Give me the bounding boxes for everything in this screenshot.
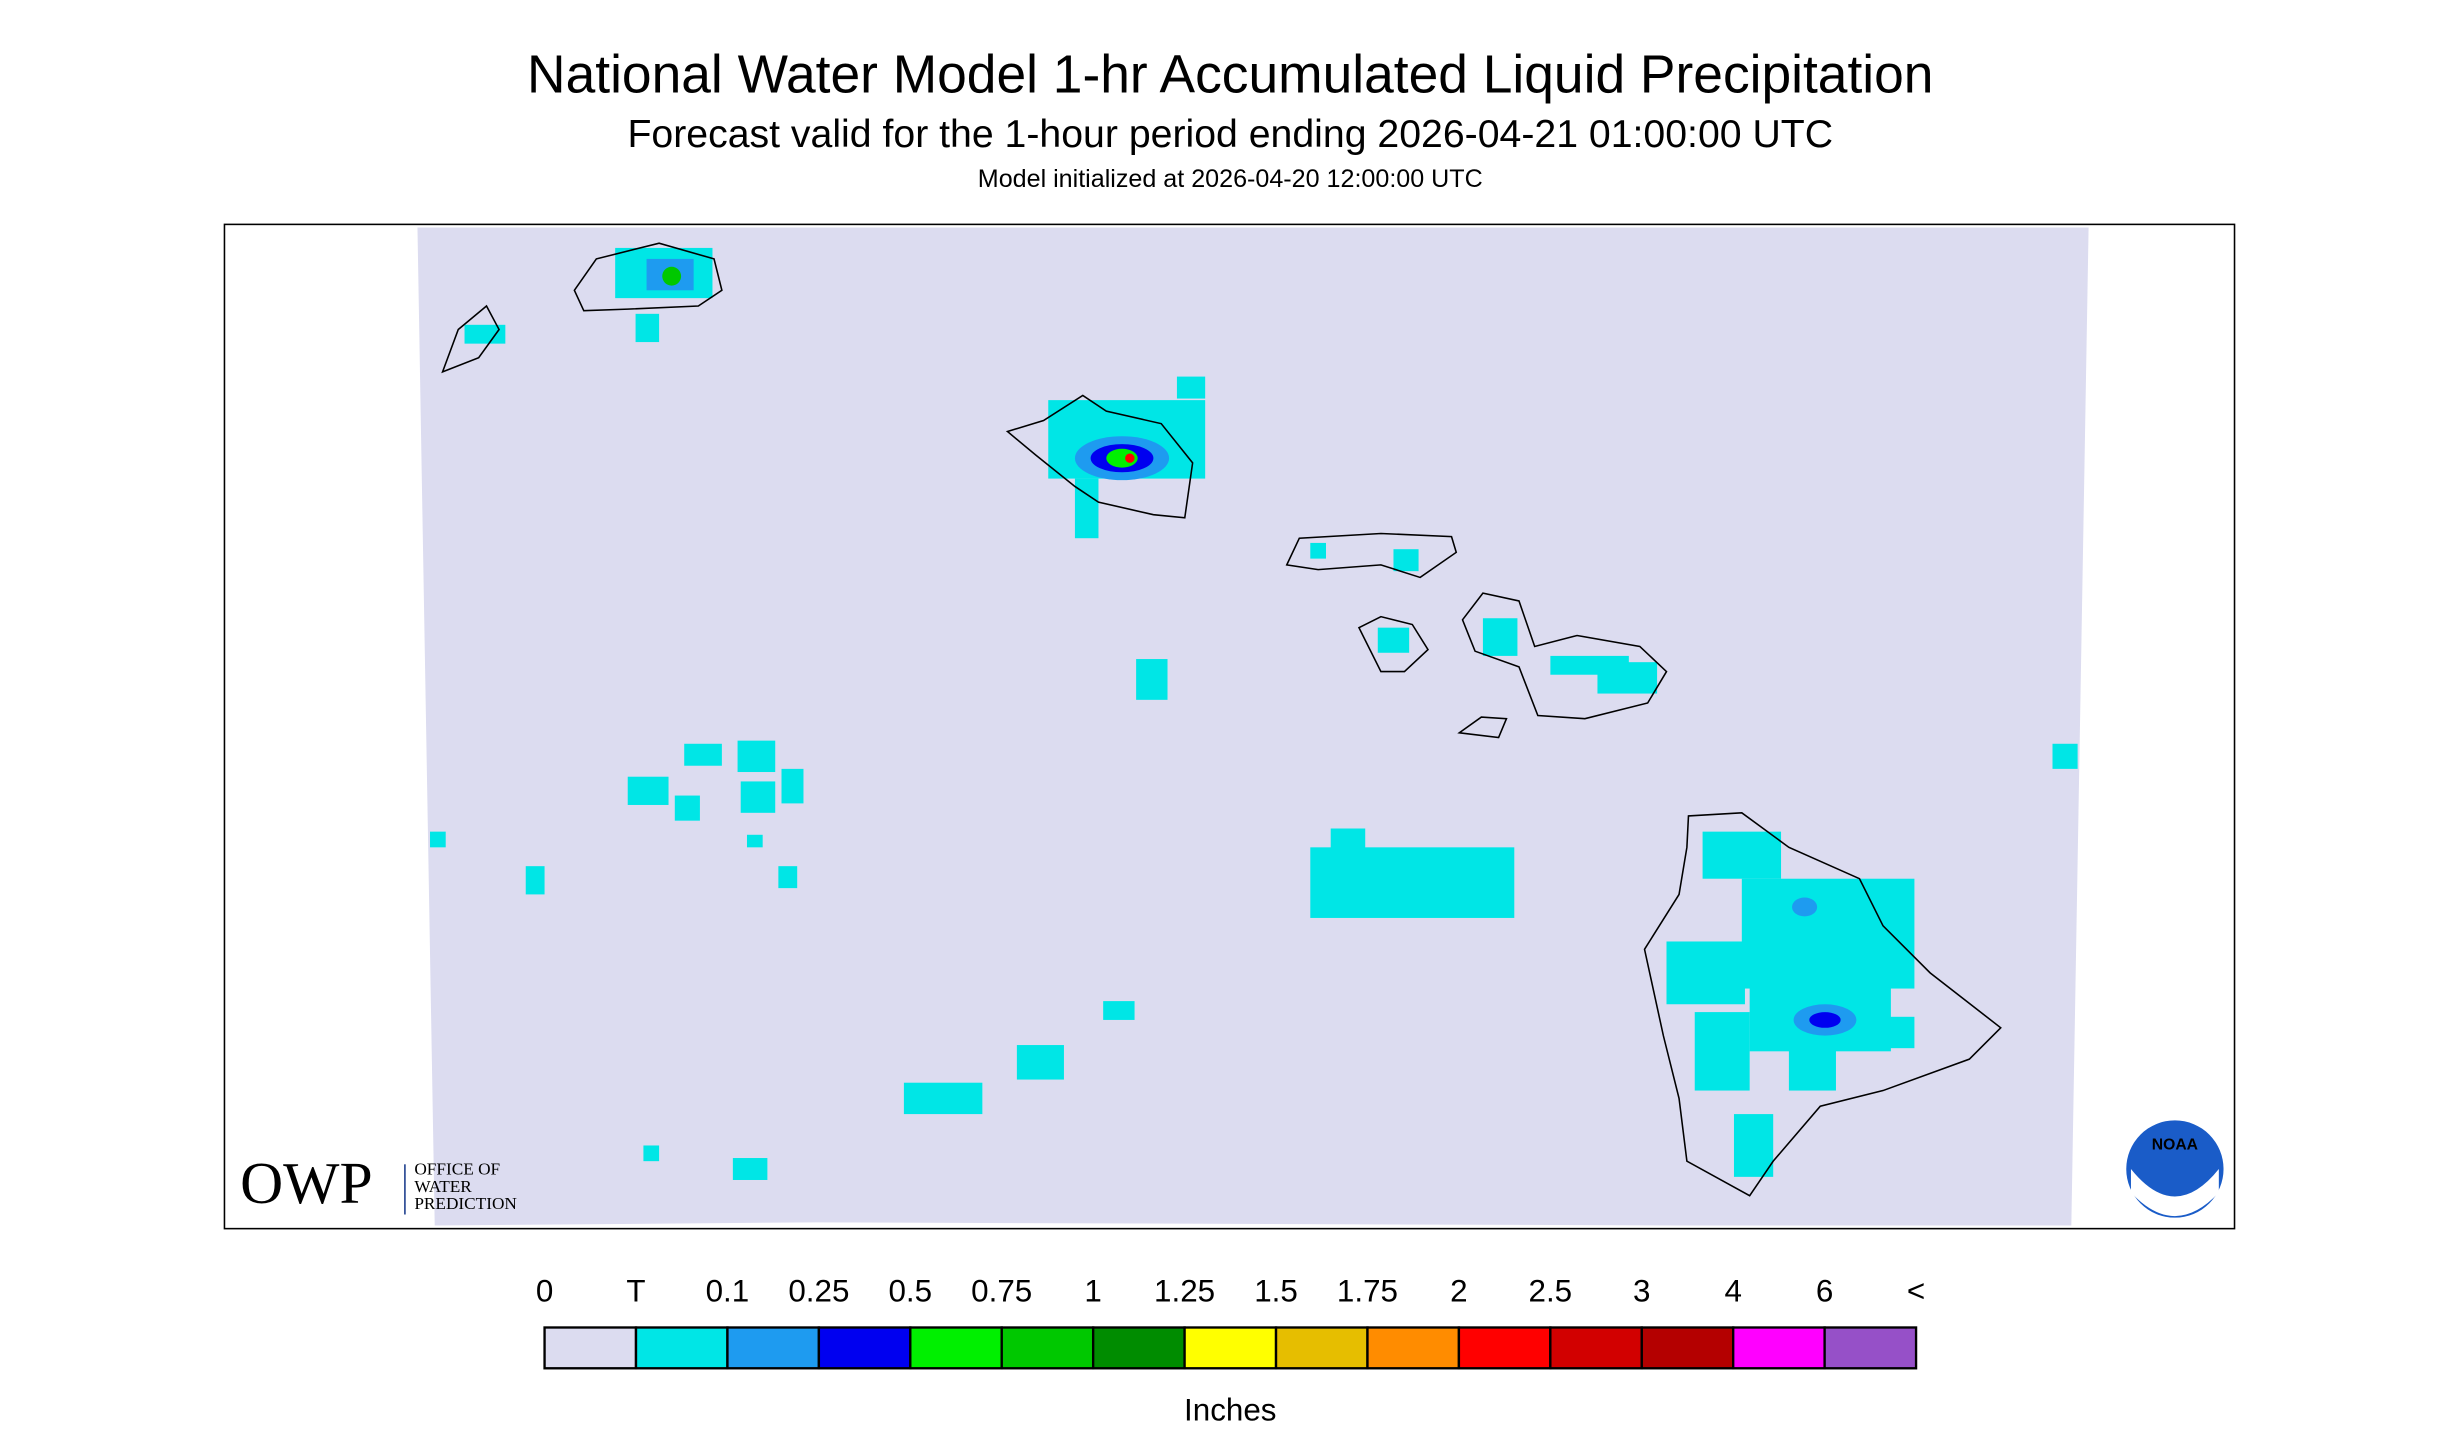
legend-label: 1.5 (1254, 1273, 1298, 1308)
legend-label: 3 (1633, 1273, 1650, 1308)
precip (430, 247, 2078, 1180)
owp-line: PREDICTION (414, 1194, 517, 1213)
legend-swatch (1732, 1326, 1826, 1370)
legend-swatch (1640, 1326, 1735, 1370)
legend-swatch (543, 1326, 638, 1370)
legend-unit: Inches (1184, 1393, 1276, 1428)
legend-swatch (1366, 1326, 1461, 1370)
legend-swatch (1457, 1326, 1552, 1370)
legend-label: < (1907, 1273, 1925, 1308)
legend-label: 1.75 (1337, 1273, 1398, 1308)
legend-label: 0.25 (788, 1273, 849, 1308)
legend-swatch (1091, 1326, 1186, 1370)
legend-swatch (1274, 1326, 1369, 1370)
legend-swatch (909, 1326, 1003, 1370)
legend-swatch (634, 1326, 729, 1370)
legend-label: T (626, 1273, 645, 1308)
legend-label: 0 (536, 1273, 553, 1308)
legend-swatch (1823, 1326, 1918, 1370)
noaa-logo: NOAA (2126, 1120, 2224, 1218)
owp-text: OWP (240, 1150, 372, 1216)
title: National Water Model 1-hr Accumulated Li… (527, 46, 1933, 105)
legend-label: 0.5 (888, 1273, 932, 1308)
coastlines (441, 242, 2002, 1197)
owp-line: WATER (414, 1177, 472, 1196)
init-time: Model initialized at 2026-04-20 12:00:00… (978, 165, 1483, 193)
owp-logo: OWP OFFICE OF WATER PREDICTION (240, 1150, 517, 1216)
legend-swatch (1549, 1326, 1643, 1370)
legend-label: 1 (1084, 1273, 1101, 1308)
noaa-text: NOAA (2152, 1137, 2198, 1154)
map: OWP OFFICE OF WATER PREDICTION NOAA (223, 223, 2236, 1230)
legend-swatch (817, 1326, 912, 1370)
owp-line: OFFICE OF (414, 1160, 500, 1179)
legend-label: 2.5 (1529, 1273, 1573, 1308)
legend-swatch (1183, 1326, 1278, 1370)
subtitle: Forecast valid for the 1-hour period end… (627, 112, 1833, 156)
legend-label: 6 (1816, 1273, 1833, 1308)
legend: Inches 0 T 0.1 0.25 0.5 0.75 1 1.25 1.5 1.75 2 2.5 3… (536, 1273, 1925, 1427)
legend-swatch (1000, 1326, 1095, 1370)
legend-label: 4 (1724, 1273, 1741, 1308)
legend-label: 2 (1450, 1273, 1467, 1308)
legend-label: 0.75 (971, 1273, 1032, 1308)
legend-label: 1.25 (1154, 1273, 1215, 1308)
legend-label: 0.1 (706, 1273, 750, 1308)
legend-swatch (726, 1326, 821, 1370)
